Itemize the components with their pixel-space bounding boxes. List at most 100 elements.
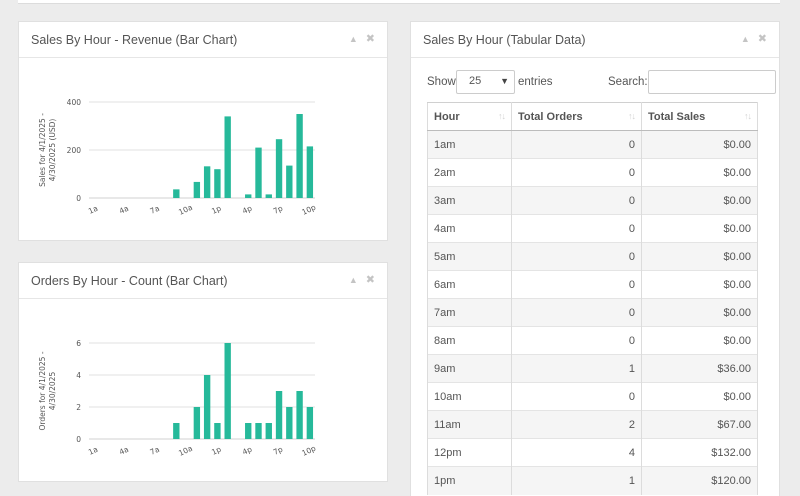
revenue-bar[interactable] [193,181,201,198]
close-icon[interactable]: ✖ [365,274,375,286]
table-row: 11am 2 $67.00 [427,410,758,439]
revenue-bar[interactable] [203,166,211,198]
table-cell: 0 [511,214,642,243]
table-cell: 4am [427,214,512,243]
orders-bar[interactable] [214,423,221,439]
y-tick-label: 4 [76,371,81,380]
table-cell: $0.00 [641,270,758,299]
table-cell: $0.00 [641,242,758,271]
orders-bar[interactable] [275,391,283,439]
table-cell: 1pm [427,466,512,495]
panel-title: Sales By Hour - Revenue (Bar Chart) [31,32,238,47]
x-tick-label: 7a [149,204,161,216]
x-tick-label: 4p [241,445,254,457]
revenue-bar[interactable] [245,194,252,198]
table-cell: $0.00 [641,214,758,243]
sort-icon[interactable]: ↑↓ [498,111,506,121]
x-tick-label: 4a [118,445,130,457]
sort-icon[interactable]: ↑↓ [628,111,636,121]
orders-bar[interactable] [255,423,262,439]
orders-bar[interactable] [265,423,272,439]
table-row: 1pm 1 $120.00 [427,466,758,495]
x-tick-label: 1p [210,445,223,457]
revenue-bar[interactable] [306,146,314,198]
table-cell: 12pm [427,438,512,467]
table-row: 3am 0 $0.00 [427,186,758,215]
sort-icon[interactable]: ↑↓ [744,111,752,121]
orders-bar[interactable] [224,343,231,439]
table-cell: $67.00 [641,410,758,439]
panel-header: Sales By Hour (Tabular Data) ▲ ✖ [411,22,779,58]
datatable-controls: Show 25 ▼ entries Search: [427,70,776,96]
table-cell: 3am [427,186,512,215]
table-cell: $120.00 [641,466,758,495]
orders-bar[interactable] [203,375,211,439]
x-tick-label: 4p [241,204,254,216]
table-row: 1am 0 $0.00 [427,130,758,159]
tabular-data-panel: Sales By Hour (Tabular Data) ▲ ✖ Show 25… [410,21,780,496]
table-cell: $36.00 [641,354,758,383]
revenue-chart-panel: Sales By Hour - Revenue (Bar Chart) ▲ ✖ … [18,21,388,241]
revenue-bar[interactable] [224,116,231,198]
orders-bar[interactable] [286,407,293,439]
column-header[interactable]: Total Sales ↑↓ [641,102,758,131]
y-tick-label: 6 [76,339,81,348]
x-tick-label: 7p [272,204,285,216]
table-cell: 2am [427,158,512,187]
orders-bar[interactable] [245,423,252,439]
revenue-bar[interactable] [214,169,221,198]
x-tick-label: 10p [300,444,317,458]
collapse-icon[interactable]: ▲ [740,34,750,44]
orders-bar[interactable] [296,391,303,439]
show-label: Show [427,76,456,88]
page-size-value: 25 [469,75,482,87]
table-row: 5am 0 $0.00 [427,242,758,271]
table-cell: 10am [427,382,512,411]
revenue-bar[interactable] [286,165,293,198]
table-row: 7am 0 $0.00 [427,298,758,327]
table-row: 9am 1 $36.00 [427,354,758,383]
revenue-bar[interactable] [173,189,180,198]
page-size-select[interactable]: 25 ▼ [456,70,515,94]
close-icon[interactable]: ✖ [757,33,767,45]
table-cell: 9am [427,354,512,383]
entries-label: entries [518,76,553,88]
orders-bar[interactable] [306,407,314,439]
x-tick-label: 10p [300,203,317,217]
table-cell: $0.00 [641,326,758,355]
collapse-icon[interactable]: ▲ [348,275,358,285]
orders-bar[interactable] [173,423,180,439]
table-cell: 11am [427,410,512,439]
x-tick-label: 1p [210,204,223,216]
column-header[interactable]: Total Orders ↑↓ [511,102,642,131]
orders-bar[interactable] [193,407,201,439]
table-row: 10am 0 $0.00 [427,382,758,411]
revenue-bar[interactable] [265,194,272,198]
column-header-label: Hour [434,110,460,123]
x-tick-label: 7p [272,445,285,457]
y-tick-label: 0 [76,435,81,444]
table-cell: 5am [427,242,512,271]
revenue-bar[interactable] [296,114,303,198]
search-input[interactable] [648,70,776,94]
collapse-icon[interactable]: ▲ [348,34,358,44]
table-cell: $0.00 [641,186,758,215]
table-cell: 8am [427,326,512,355]
column-header[interactable]: Hour ↑↓ [427,102,512,131]
panel-title: Orders By Hour - Count (Bar Chart) [31,273,228,288]
x-tick-label: 10a [177,203,194,217]
table-cell: 0 [511,186,642,215]
close-icon[interactable]: ✖ [365,33,375,45]
column-header-label: Total Orders [518,110,583,123]
table-cell: 0 [511,326,642,355]
revenue-bar[interactable] [275,139,283,198]
y-axis-label: Orders for 4/1/2025 -4/30/2025 [38,351,57,430]
revenue-bar[interactable] [255,147,262,198]
table-cell: $0.00 [641,382,758,411]
y-axis-label: Sales for 4/1/2025 -4/30/2025 (USD) [38,113,57,187]
column-header-label: Total Sales [648,110,706,123]
table-row: 2am 0 $0.00 [427,158,758,187]
table-cell: $0.00 [641,130,758,159]
panel-title: Sales By Hour (Tabular Data) [423,32,586,47]
panel-header: Sales By Hour - Revenue (Bar Chart) ▲ ✖ [19,22,387,58]
